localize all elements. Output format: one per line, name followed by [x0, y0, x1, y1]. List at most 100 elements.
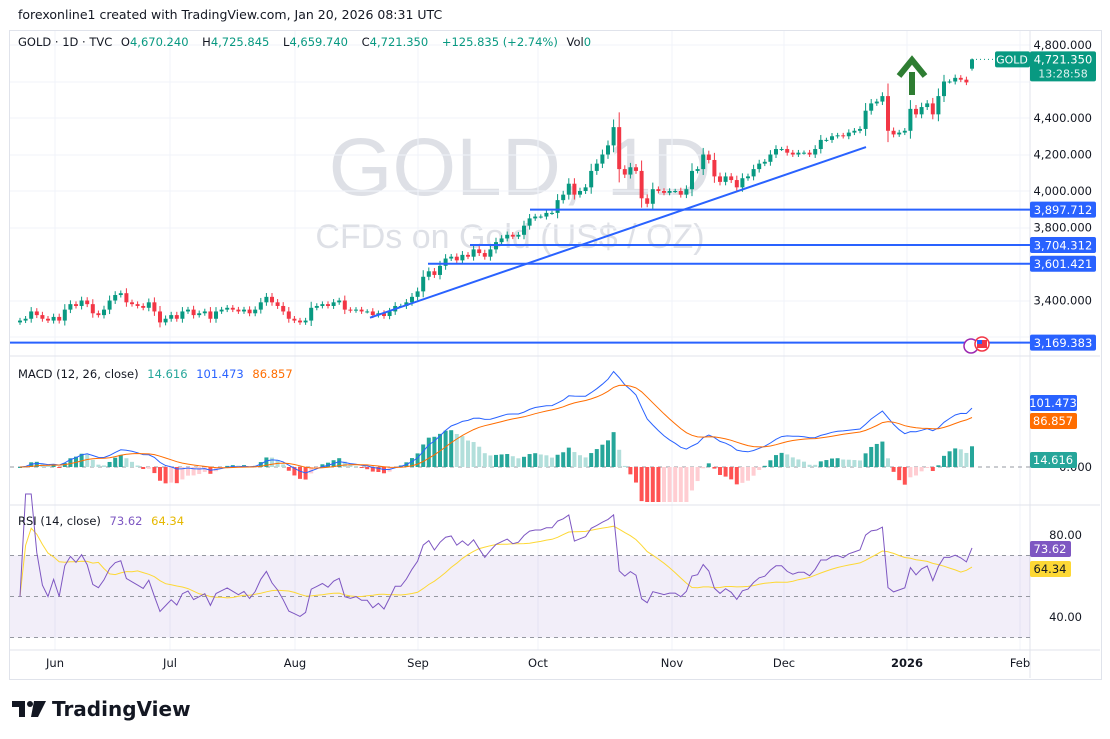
candle-body	[796, 152, 801, 155]
macd-histogram-bar	[953, 448, 958, 467]
candle-body	[488, 249, 493, 257]
candle-body	[656, 189, 661, 191]
candle-body	[886, 96, 890, 131]
candle-body	[958, 77, 963, 80]
candle-body	[421, 276, 426, 292]
candle-body	[174, 315, 179, 319]
macd-histogram-bar	[611, 432, 616, 467]
macd-histogram-bar	[169, 467, 174, 483]
macd-histogram-bar	[852, 460, 857, 467]
macd-histogram-bar	[516, 458, 521, 467]
candle-body	[57, 316, 62, 321]
macd-histogram-bar	[723, 467, 728, 477]
candle-body	[897, 132, 902, 135]
candle-body	[594, 163, 599, 171]
macd-histogram-bar	[645, 467, 650, 502]
candle-body	[505, 234, 510, 239]
candle-body	[320, 304, 325, 306]
macd-histogram-bar	[594, 449, 599, 467]
candle-body	[449, 256, 454, 259]
price-tick: 4,200.000	[1033, 148, 1092, 162]
macd-histogram-bar	[527, 454, 532, 467]
chart-frame[interactable]	[9, 30, 1102, 680]
macd-histogram-bar	[589, 453, 594, 467]
macd-title[interactable]: MACD (12, 26, close)	[18, 367, 139, 381]
macd-histogram-bar	[522, 456, 526, 467]
macd-histogram-bar	[650, 467, 655, 502]
macd-histogram-bar	[365, 467, 370, 470]
candle-body	[555, 200, 560, 213]
candle-body	[650, 189, 655, 204]
candle-body	[611, 127, 616, 146]
candle-body	[415, 291, 420, 297]
time-tick: 2026	[891, 656, 923, 670]
macd-histogram-bar	[846, 459, 851, 467]
candle-body	[40, 315, 45, 319]
macd-histogram-bar	[544, 455, 549, 467]
macd-histogram-bar	[382, 467, 386, 474]
candle-body	[953, 77, 958, 82]
macd-histogram-bar	[348, 464, 353, 467]
macd-signal-line	[19, 384, 973, 469]
candle-body	[936, 96, 941, 115]
macd-histogram-bar	[85, 454, 90, 467]
macd-histogram-bar	[583, 457, 588, 467]
last-price-label: 4,721.350	[1034, 52, 1093, 66]
candle-body	[202, 311, 207, 314]
candle-body	[701, 154, 706, 170]
candle-body	[673, 191, 678, 192]
candle-body	[158, 311, 162, 323]
candle-body	[880, 96, 885, 102]
tradingview-logo[interactable]: TradingView	[12, 697, 191, 721]
macd-histogram-bar	[768, 460, 773, 467]
candle-body	[947, 81, 952, 83]
macd-histogram-bar	[734, 467, 739, 485]
macd-histogram-bar	[146, 467, 151, 469]
macd-histogram-bar	[746, 467, 750, 481]
macd-histogram-bar	[163, 467, 168, 484]
macd-histogram-bar	[578, 455, 582, 467]
macd-histogram-bar	[74, 456, 78, 467]
macd-histogram-bar	[466, 440, 470, 467]
candle-body	[841, 135, 846, 137]
candle-body	[846, 132, 851, 137]
candle-body	[712, 159, 717, 177]
level-price-tag	[1030, 201, 1096, 218]
macd-histogram-bar	[460, 436, 465, 467]
rsi-value-tag-label: 73.62	[1034, 542, 1067, 556]
candle-body	[970, 59, 974, 69]
candle-body	[634, 167, 638, 171]
candle-body	[869, 103, 874, 111]
macd-histogram-bar	[790, 457, 795, 467]
candle-body	[118, 293, 123, 296]
macd-histogram-bar	[113, 457, 118, 467]
rsi-legend: RSI (14, close) 73.62 64.34	[18, 514, 189, 528]
symbol-tag-label: GOLD	[996, 53, 1028, 66]
candle-body	[270, 296, 274, 303]
candle-body	[292, 318, 297, 321]
candle-body	[802, 152, 806, 154]
volume-value: 0	[583, 35, 592, 49]
rsi-tick: 80.00	[1049, 528, 1082, 542]
macd-histogram-bar	[662, 467, 666, 502]
macd-histogram-bar	[858, 460, 862, 467]
candle-body	[236, 309, 241, 312]
up-arrow-icon	[896, 55, 928, 95]
macd-histogram-bar	[628, 467, 633, 475]
macd-histogram-bar	[869, 446, 874, 467]
macd-histogram-bar	[124, 458, 129, 467]
macd-histogram-bar	[942, 455, 946, 467]
candle-body	[622, 169, 627, 175]
candle-body	[678, 191, 683, 195]
level-price-label: 3,704.312	[1034, 238, 1093, 252]
candle-body	[29, 311, 34, 319]
macd-histogram-bar	[499, 454, 504, 467]
candle-body	[533, 216, 538, 219]
candle-body	[779, 149, 784, 151]
time-tick: Jun	[45, 656, 64, 670]
symbol-label[interactable]: GOLD · 1D · TVC	[18, 35, 113, 49]
rsi-title[interactable]: RSI (14, close)	[18, 514, 101, 528]
macd-histogram-bar	[617, 449, 622, 467]
open-label: O	[120, 35, 130, 49]
